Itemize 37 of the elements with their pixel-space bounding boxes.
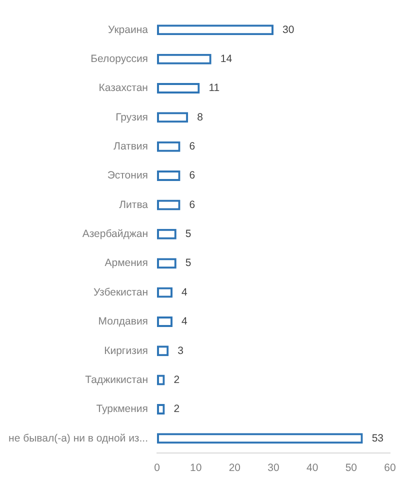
x-tick-label: 40 (306, 462, 318, 474)
data-label: 8 (197, 111, 204, 124)
y-tick-label: Туркмения (96, 403, 148, 416)
y-tick-label: не бывал(-а) ни в одной из... (8, 432, 148, 444)
y-tick-label: Таджикистан (85, 374, 148, 386)
y-tick-label: Литва (119, 198, 148, 211)
data-label: 53 (372, 432, 384, 444)
y-tick-label: Казахстан (98, 82, 148, 94)
data-label: 6 (189, 140, 196, 152)
x-tick-label: 10 (190, 462, 202, 474)
data-label: 3 (178, 344, 184, 357)
y-tick-label: Молдавия (98, 316, 148, 328)
data-label: 2 (174, 374, 180, 386)
y-tick-label: Украина (108, 24, 148, 36)
y-tick-label: Азербайджан (82, 228, 148, 240)
y-tick-label: Грузия (116, 111, 148, 124)
y-tick-label: Белоруссия (90, 52, 148, 65)
data-label: 6 (189, 170, 196, 182)
data-label: 5 (185, 257, 192, 270)
y-tick-label: Эстония (107, 170, 148, 182)
x-tick-label: 0 (154, 462, 160, 474)
data-label: 6 (189, 198, 196, 211)
data-label: 4 (182, 286, 188, 298)
data-label: 4 (182, 316, 188, 328)
x-tick-label: 20 (228, 462, 241, 474)
data-label: 5 (185, 228, 192, 240)
y-tick-label: Киргизия (104, 344, 148, 357)
x-tick-label: 30 (268, 462, 280, 474)
x-tick-label: 50 (345, 462, 358, 474)
y-tick-label: Армения (104, 257, 148, 270)
x-tick-label: 60 (384, 462, 396, 474)
y-tick-label: Латвия (114, 140, 148, 152)
data-label: 30 (282, 24, 294, 36)
data-label: 2 (174, 403, 180, 416)
y-tick-label: Узбекистан (93, 286, 148, 298)
data-label: 11 (208, 82, 220, 94)
data-label: 14 (220, 52, 232, 65)
